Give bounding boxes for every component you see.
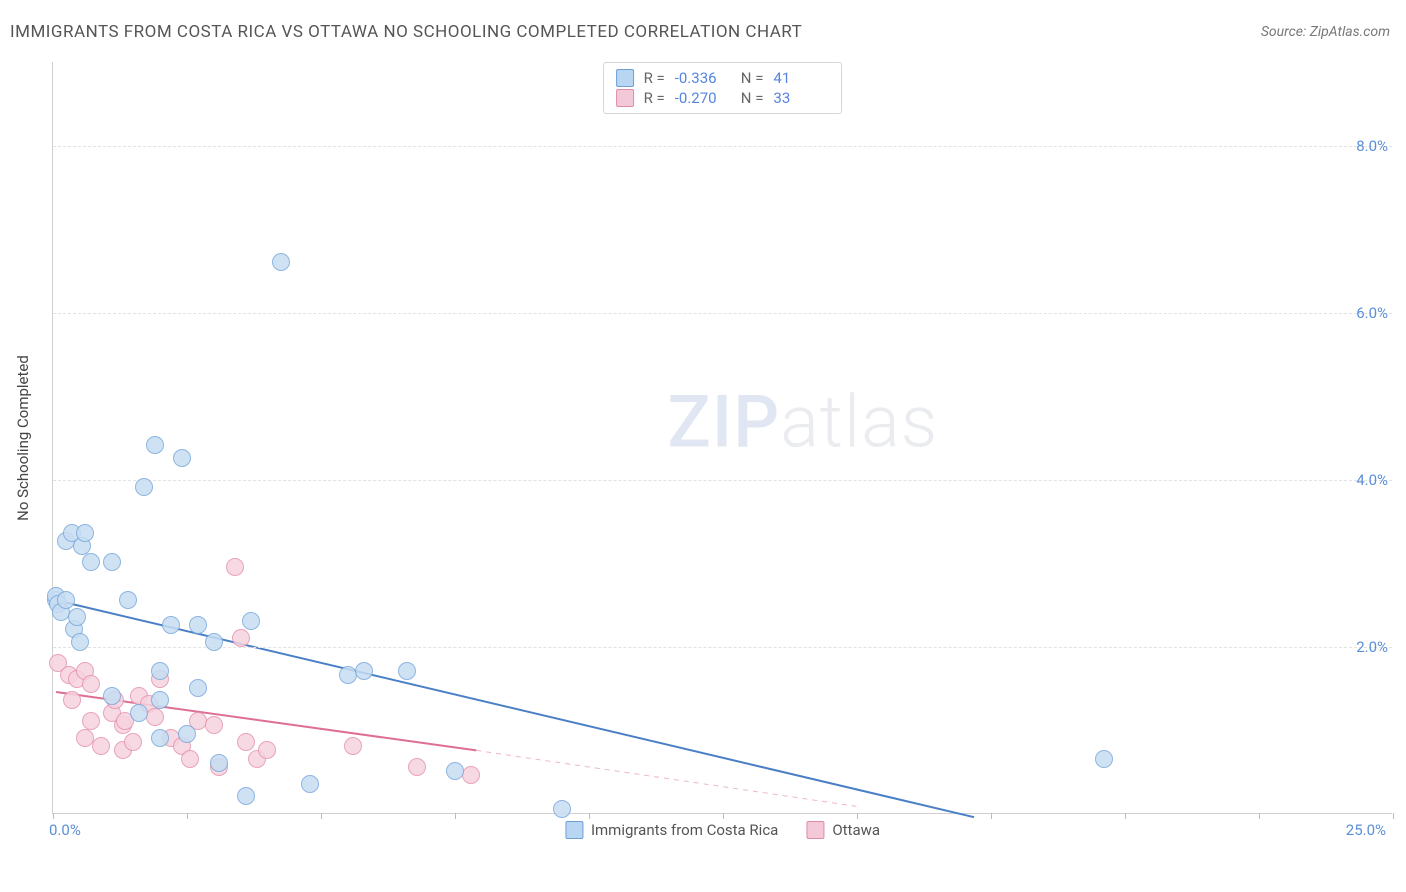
grid-line [53,647,1392,648]
data-point [82,553,100,571]
x-tick [187,813,188,819]
x-tick [991,813,992,819]
data-point [1095,750,1113,768]
data-point [151,662,169,680]
x-tick [455,813,456,819]
data-point [301,775,319,793]
data-point [151,729,169,747]
source-attribution: Source: ZipAtlas.com [1261,24,1390,40]
data-point [82,712,100,730]
y-tick-label: 8.0% [1356,137,1388,155]
data-point [103,687,121,705]
data-point [68,608,86,626]
stat-r-label: R = [644,89,665,107]
bottom-legend: Immigrants from Costa Rica Ottawa [565,821,880,839]
chart-title: IMMIGRANTS FROM COSTA RICA VS OTTAWA NO … [10,22,802,42]
data-point [272,253,290,271]
stat-r-value: -0.270 [675,89,731,107]
data-point [205,716,223,734]
y-tick-label: 2.0% [1356,638,1388,656]
stat-r-value: -0.336 [675,69,731,87]
legend-swatch [565,821,583,839]
data-point [189,679,207,697]
data-point [553,800,571,818]
data-point [446,762,464,780]
data-point [178,725,196,743]
data-point [76,524,94,542]
data-point [119,591,137,609]
data-point [181,750,199,768]
data-point [226,558,244,576]
data-point [151,691,169,709]
grid-line [53,313,1392,314]
bottom-legend-item: Immigrants from Costa Rica [565,821,778,839]
data-point [237,787,255,805]
stat-r-label: R = [644,69,665,87]
x-tick [53,813,54,819]
data-point [135,478,153,496]
x-tick [321,813,322,819]
x-axis-max-label: 25.0% [1346,821,1386,839]
data-point [57,591,75,609]
grid-line [53,146,1392,147]
stat-n-label: N = [741,69,764,87]
data-point [205,633,223,651]
stats-legend-box: R = -0.336 N = 41 R = -0.270 N = 33 [603,62,843,114]
stats-legend-row: R = -0.336 N = 41 [616,68,830,88]
legend-swatch [616,89,634,107]
grid-line [53,480,1392,481]
y-tick-label: 6.0% [1356,304,1388,322]
legend-label: Immigrants from Costa Rica [591,821,778,839]
data-point [210,754,228,772]
data-point [92,737,110,755]
stat-n-label: N = [741,89,764,107]
data-point [173,449,191,467]
legend-swatch [616,69,634,87]
data-point [162,616,180,634]
data-point [124,733,142,751]
data-point [344,737,362,755]
data-point [103,553,121,571]
data-point [146,708,164,726]
chart-plot-area: ZIPatlas No Schooling Completed 0.0% 25.… [52,62,1392,814]
trend-lines-svg [53,62,1392,813]
data-point [258,741,276,759]
data-point [189,616,207,634]
x-tick [857,813,858,819]
data-point [63,691,81,709]
x-axis-min-label: 0.0% [49,821,81,839]
y-axis-title: No Schooling Completed [14,355,32,521]
data-point [242,612,260,630]
stats-legend-row: R = -0.270 N = 33 [616,88,830,108]
legend-label: Ottawa [832,821,880,839]
y-tick-label: 4.0% [1356,471,1388,489]
data-point [408,758,426,776]
bottom-legend-item: Ottawa [806,821,880,839]
stat-n-value: 41 [773,69,829,87]
data-point [232,629,250,647]
x-tick [1259,813,1260,819]
data-point [462,766,480,784]
x-tick [1125,813,1126,819]
stat-n-value: 33 [773,89,829,107]
data-point [355,662,373,680]
data-point [237,733,255,751]
trend-line-extension [476,750,856,806]
data-point [130,704,148,722]
data-point [146,436,164,454]
legend-swatch [806,821,824,839]
data-point [82,675,100,693]
data-point [71,633,89,651]
x-tick [723,813,724,819]
data-point [398,662,416,680]
x-tick [589,813,590,819]
x-tick [1393,813,1394,819]
